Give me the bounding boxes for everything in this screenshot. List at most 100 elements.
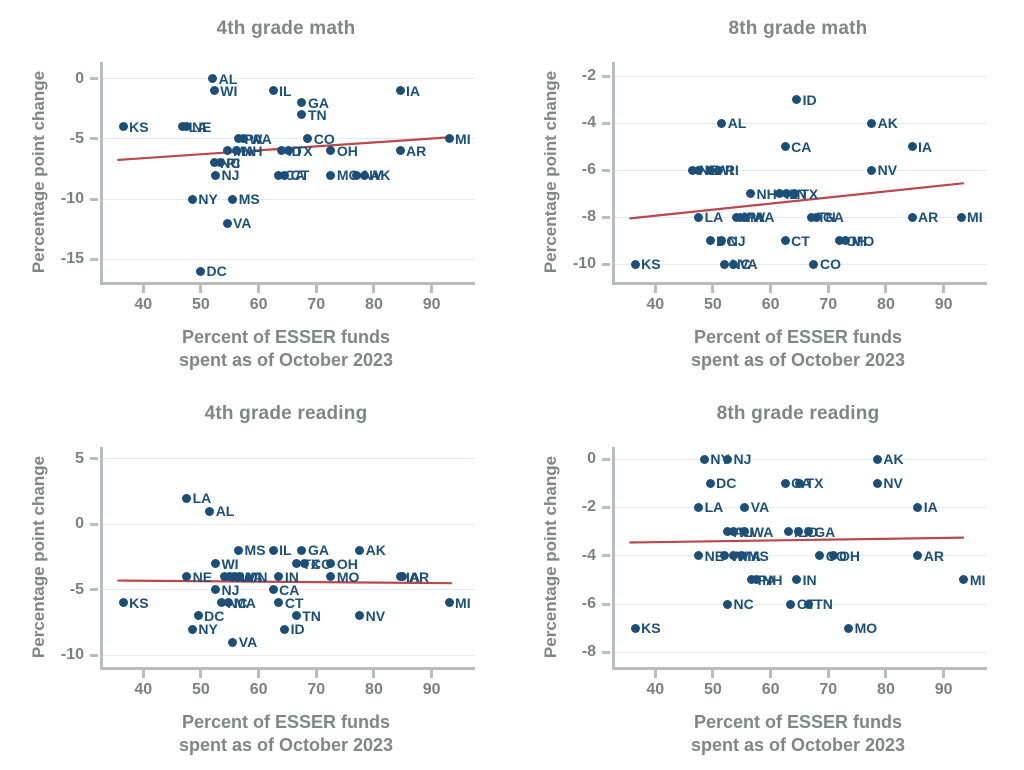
y-tick-mark: [90, 457, 98, 461]
data-point-label-IN: IN: [284, 568, 299, 585]
y-tick-label: -4: [581, 546, 596, 564]
data-point-dot-MO: [326, 170, 336, 180]
data-point-dot-LA: [694, 502, 704, 512]
plot-area: AL WI IL IA GA TN KS LA NE PA WA CO MI MA NH ID TX OH AR NC…: [100, 62, 475, 285]
data-point-label-NV: NV: [877, 162, 898, 179]
data-point-label-TX: TX: [800, 185, 819, 202]
y-tick-mark: [602, 505, 610, 509]
x-tick-label: 80: [365, 681, 383, 698]
data-point-label-CT: CT: [290, 167, 310, 183]
data-point-dot-IA: [395, 86, 405, 96]
data-point-label-IA: IA: [406, 568, 421, 585]
data-point-label-DC: DC: [716, 475, 737, 492]
data-point-dot-LA: [182, 493, 192, 503]
data-point-label-TN: TN: [307, 106, 327, 123]
y-tick-label: -15: [60, 250, 84, 268]
data-point-label-AK: AK: [883, 451, 904, 468]
data-point-dot-PA: [224, 572, 234, 582]
x-tick-label: 60: [761, 296, 780, 313]
trend-line-segment: [629, 536, 964, 544]
data-point-label-RI: RI: [724, 162, 739, 179]
data-point-dot-LA: [694, 212, 704, 222]
data-point-label-PA: PA: [757, 571, 777, 588]
trend-line-segment: [629, 182, 965, 220]
x-tick-label: 80: [877, 681, 895, 698]
x-tick-label: 50: [192, 296, 210, 313]
x-tick-mark: [884, 670, 888, 678]
data-point-dot-KS: [630, 623, 640, 633]
data-point-dot-GA: [812, 212, 822, 222]
data-point-label-TN: TN: [302, 607, 321, 624]
data-point-label-NE: NE: [704, 547, 725, 564]
y-tick-label: -2: [581, 67, 596, 85]
gridline-y--2: [615, 506, 987, 508]
data-point-dot-CA: [780, 142, 790, 152]
x-tick-mark: [199, 670, 203, 678]
data-point-label-NJ: NJ: [221, 581, 240, 598]
x-tick-label: 50: [704, 296, 722, 313]
data-point-dot-NH: [746, 189, 756, 199]
data-point-dot-MS: [737, 551, 747, 561]
gridline-y--10: [103, 654, 475, 656]
gridline-y--4: [615, 122, 987, 124]
data-point-dot-NY: [699, 454, 709, 464]
data-point-dot-DC: [705, 478, 715, 488]
x-tick-mark: [430, 670, 434, 678]
data-point-dot-TX: [795, 478, 805, 488]
data-point-dot-CO: [303, 134, 313, 144]
data-point-dot-MN: [235, 572, 245, 582]
data-point-label-GA: GA: [822, 209, 844, 226]
data-point-label-TN: TN: [814, 596, 833, 613]
data-point-dot-KS: [118, 122, 128, 132]
data-point-label-TX: TX: [294, 142, 313, 159]
gridline-y-5: [103, 458, 475, 460]
y-tick-mark: [90, 257, 98, 261]
data-point-label-MS: MS: [238, 191, 260, 208]
y-tick-mark: [90, 77, 98, 81]
data-point-dot-CT: [274, 598, 284, 608]
x-tick-mark: [769, 670, 773, 678]
data-point-label-NJ: NJ: [221, 167, 240, 183]
x-tick-label: 90: [422, 296, 441, 313]
data-point-dot-WA: [741, 212, 751, 222]
data-point-dot-NY: [187, 194, 197, 204]
data-point-label-IL: IL: [279, 82, 292, 99]
data-point-label-MO: MO: [336, 568, 360, 585]
data-point-dot-NH: [751, 575, 761, 585]
data-point-label-PA: PA: [746, 209, 766, 226]
gridline-y--10: [615, 263, 987, 265]
data-point-dot-MA: [728, 551, 738, 561]
data-point-dot-ID: [793, 527, 803, 537]
data-point-dot-WI: [720, 551, 730, 561]
data-point-label-NH: NH: [756, 185, 777, 202]
data-point-dot-IN: [782, 189, 792, 199]
x-tick-label: 50: [704, 681, 722, 698]
data-point-dot-MO: [326, 572, 336, 582]
data-point-label-NH: NH: [242, 142, 263, 159]
trend-line: [117, 579, 452, 585]
gridline-y--2: [615, 75, 987, 77]
gridline-y-0: [103, 78, 475, 80]
data-point-label-NV: NV: [883, 475, 903, 492]
data-point-dot-GA: [297, 545, 307, 555]
data-point-label-VA: VA: [739, 256, 758, 273]
data-point-dot-WA: [740, 527, 750, 537]
data-point-dot-GA: [803, 527, 813, 537]
data-point-dot-MO: [841, 236, 851, 246]
x-tick-label: 90: [422, 681, 441, 698]
data-point-label-AK: AK: [370, 167, 391, 183]
x-tick-mark: [430, 285, 434, 293]
data-point-label-DC: DC: [206, 263, 227, 280]
x-tick-mark: [711, 285, 715, 293]
x-tick-mark: [199, 285, 203, 293]
gridline-y--4: [615, 555, 987, 557]
data-point-label-TN: TN: [817, 209, 836, 226]
data-point-dot-KS: [118, 598, 128, 608]
data-point-dot-AK: [359, 170, 369, 180]
data-point-dot-TN: [803, 599, 813, 609]
x-tick-mark: [653, 670, 657, 678]
data-point-dot-TN: [806, 212, 816, 222]
data-point-dot-DC: [193, 611, 203, 621]
panel-4th-grade-reading: 4th grade reading Percentage point change…: [0, 385, 512, 770]
data-point-label-LA: LA: [704, 209, 724, 226]
